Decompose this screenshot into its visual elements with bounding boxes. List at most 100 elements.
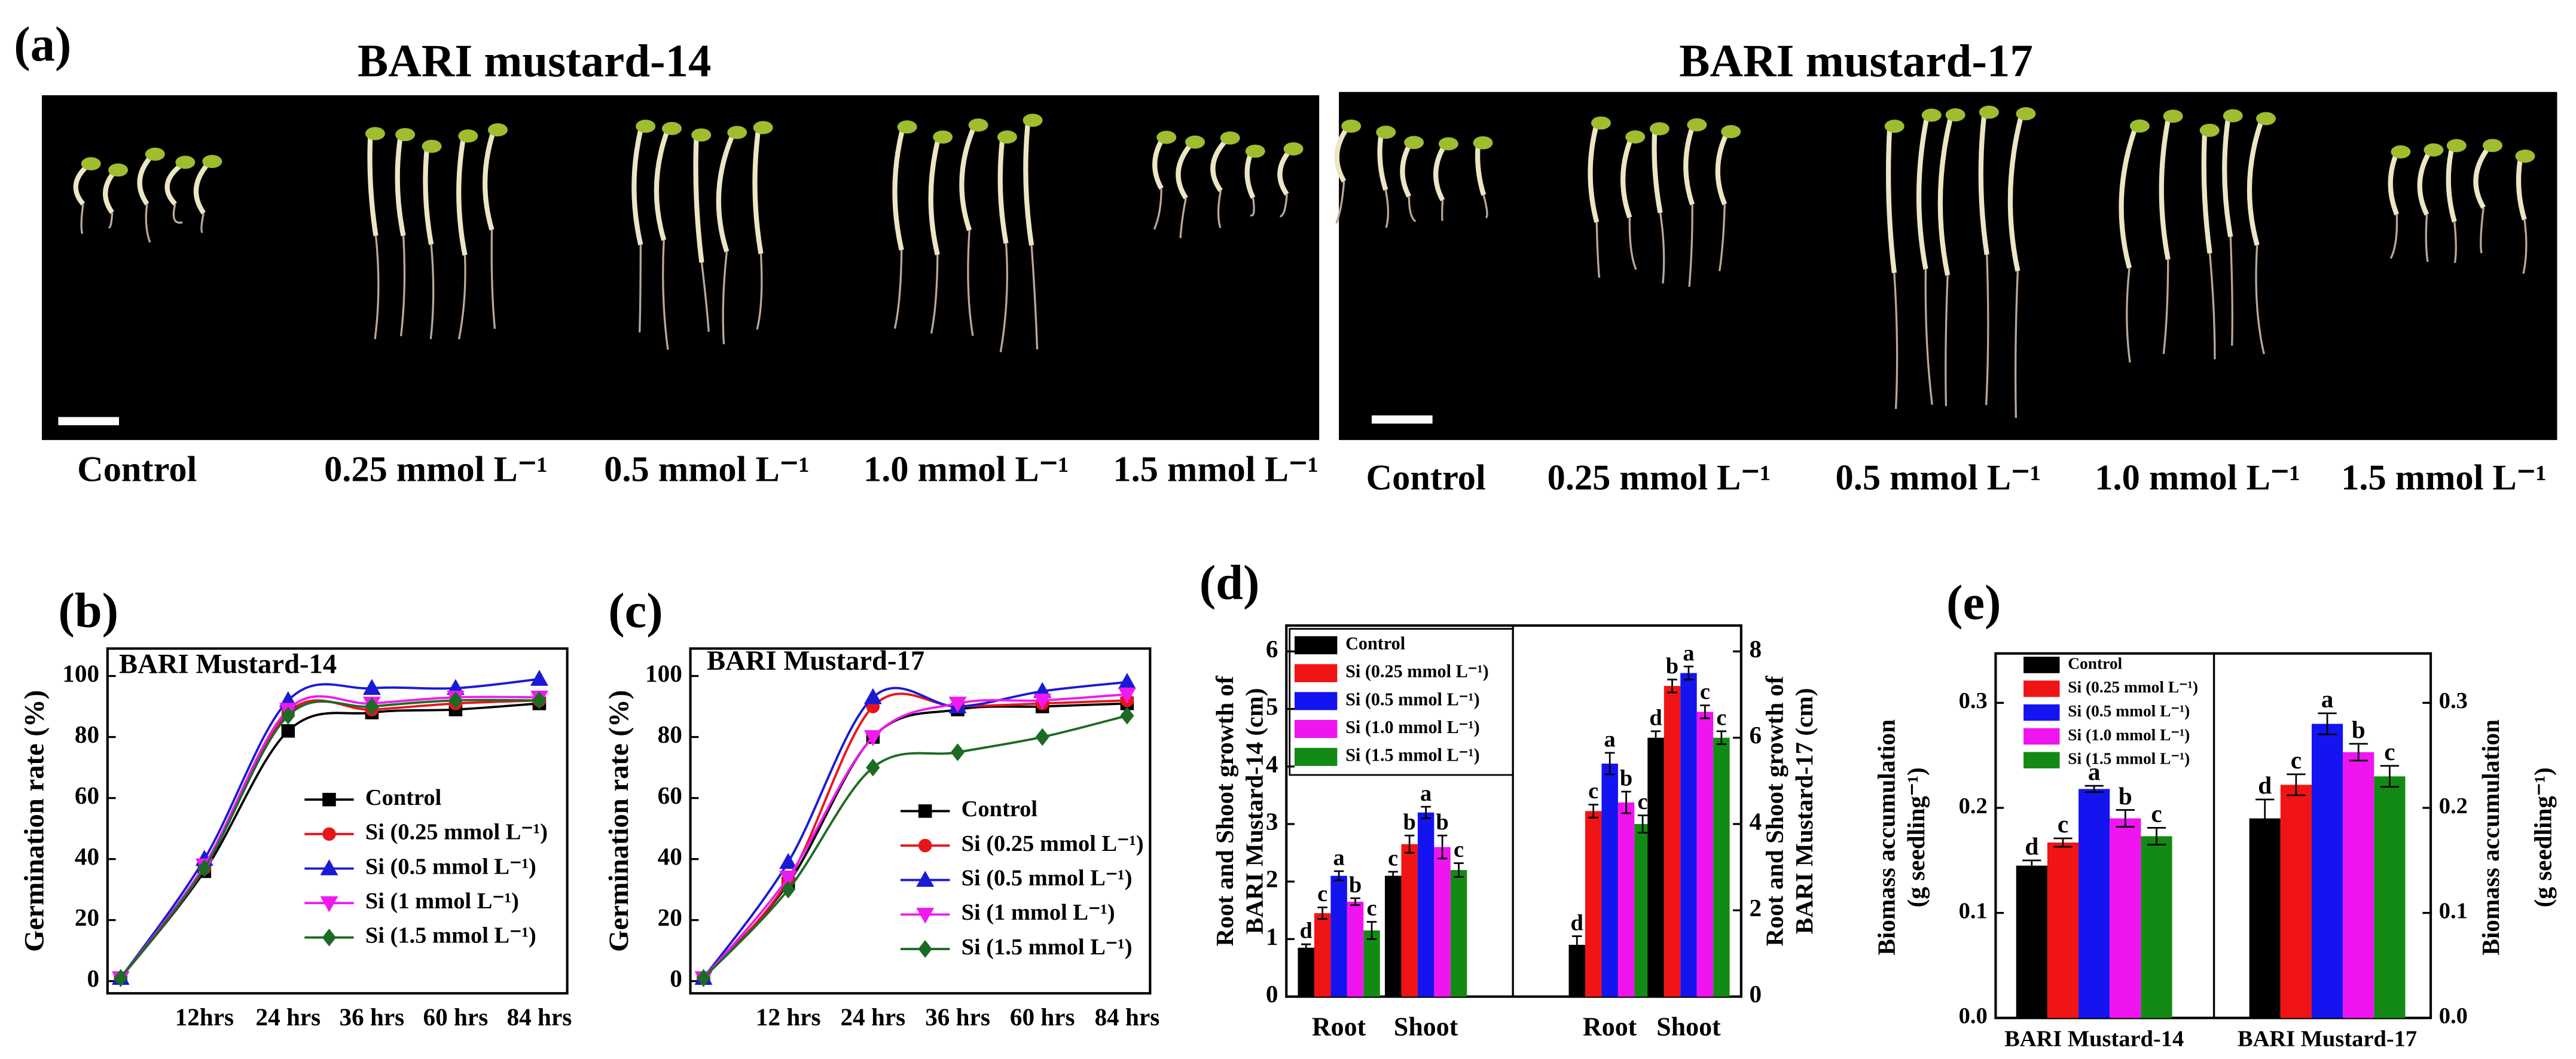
error-bar bbox=[1621, 791, 1631, 814]
seedling-stem bbox=[395, 137, 406, 237]
seedling-leaf bbox=[2446, 139, 2467, 152]
x-tick-label: 12hrs bbox=[175, 1003, 234, 1031]
seedling-leaf bbox=[753, 121, 773, 135]
legend-label: Si (1.5 mmol L⁻¹) bbox=[365, 923, 536, 948]
seedling-leaf bbox=[2515, 149, 2535, 163]
marker bbox=[530, 670, 548, 686]
seedling-stem bbox=[164, 163, 182, 206]
y-tick-label: 2 bbox=[1266, 865, 1278, 893]
treatment-label: 0.25 mmol L⁻¹ bbox=[324, 450, 548, 490]
significance-letter: a bbox=[1333, 846, 1345, 871]
treatment-label: 1.0 mmol L⁻¹ bbox=[863, 450, 1069, 490]
y-tick-label: 80 bbox=[75, 721, 99, 748]
legend-label: Si (1.0 mmol L⁻¹) bbox=[2068, 726, 2190, 744]
seedling-root bbox=[893, 250, 903, 329]
y-tick-label: 8 bbox=[1750, 635, 1762, 663]
seedling-root bbox=[930, 255, 939, 334]
seedling-leaf bbox=[1687, 118, 1707, 132]
y-tick-label: 20 bbox=[658, 904, 682, 931]
seedling-leaf bbox=[145, 147, 165, 161]
seedling-leaf bbox=[458, 129, 478, 143]
legend-swatch bbox=[2023, 752, 2060, 769]
y-tick-label: 3 bbox=[1266, 807, 1278, 835]
bar bbox=[1647, 737, 1664, 997]
marker bbox=[1035, 728, 1049, 746]
legend-swatch bbox=[1294, 747, 1338, 766]
scale-bar bbox=[1372, 415, 1433, 424]
seedling-leaf bbox=[395, 128, 416, 142]
legend-label: Control bbox=[962, 796, 1038, 822]
legend-label: Si (1.5 mmol L⁻¹) bbox=[962, 935, 1133, 960]
x-tick-label: Shoot bbox=[1394, 1012, 1458, 1042]
marker bbox=[696, 969, 711, 987]
significance-letter: c bbox=[2058, 810, 2068, 838]
significance-letter: d bbox=[2025, 832, 2038, 860]
seedling-root bbox=[1384, 190, 1390, 228]
seedling-stem bbox=[456, 139, 468, 256]
seedling-leaf bbox=[202, 155, 222, 168]
bar bbox=[2343, 752, 2374, 1018]
marker bbox=[779, 853, 798, 869]
seedling-leaf bbox=[1979, 105, 1999, 119]
significance-letter: b bbox=[1620, 766, 1632, 791]
seedling-root bbox=[1179, 197, 1187, 239]
seedling-stem bbox=[2388, 154, 2400, 216]
y-axis-label: Biomass accumulation bbox=[1872, 719, 1900, 956]
error-bar bbox=[1437, 834, 1448, 860]
seedling-root bbox=[490, 230, 496, 329]
seedling-root bbox=[1280, 194, 1288, 218]
seedling-stem bbox=[1885, 129, 1897, 273]
legend-label: Si (1 mmol L⁻¹) bbox=[365, 889, 519, 914]
seedling-root bbox=[172, 203, 183, 224]
significance-letter: b bbox=[1436, 810, 1448, 835]
bar bbox=[2311, 724, 2343, 1018]
y-tick-label: 0.3 bbox=[2439, 688, 2468, 713]
marker bbox=[1118, 687, 1136, 704]
seedling-leaf bbox=[691, 128, 712, 142]
seedling-leaf bbox=[108, 163, 129, 177]
seedling-stem bbox=[2417, 152, 2431, 216]
legend-swatch bbox=[2023, 704, 2060, 721]
seedling-stem bbox=[2222, 118, 2233, 237]
bar bbox=[2078, 789, 2110, 1018]
bar bbox=[1713, 737, 1730, 997]
seedling-leaf bbox=[2482, 139, 2502, 152]
legend-box bbox=[1289, 628, 1514, 776]
seedling-stem bbox=[1277, 150, 1291, 196]
seedling-leaf bbox=[933, 130, 953, 144]
seedling-stem bbox=[2446, 148, 2457, 222]
error-bar bbox=[2255, 798, 2275, 838]
seedling-leaf bbox=[968, 118, 988, 132]
error-bar bbox=[1317, 907, 1327, 920]
treatment-label: 1.0 mmol L⁻¹ bbox=[2095, 457, 2300, 498]
seedling-root bbox=[2389, 214, 2398, 259]
seedling-stem bbox=[997, 140, 1009, 244]
error-bar bbox=[2084, 785, 2104, 794]
bar bbox=[1298, 947, 1314, 997]
legend-label: Si (0.25 mmol L⁻¹) bbox=[1345, 661, 1489, 682]
y-axis-label: Germination rate (%) bbox=[19, 690, 50, 952]
y-tick-label: 0.1 bbox=[1959, 899, 1988, 924]
chart-title: BARI Mustard-17 bbox=[707, 645, 924, 676]
seedling-stem bbox=[1210, 139, 1228, 193]
legend-marker bbox=[320, 859, 338, 875]
legend-label: Si (1 mmol L⁻¹) bbox=[962, 900, 1115, 925]
significance-letter: c bbox=[2151, 800, 2162, 828]
error-bar bbox=[1301, 943, 1311, 953]
seedling-leaf bbox=[1649, 122, 1669, 136]
seedling-stem bbox=[654, 131, 670, 241]
y-tick-label: 6 bbox=[1266, 635, 1278, 663]
marker bbox=[448, 691, 463, 710]
error-bar bbox=[1637, 814, 1648, 834]
seedling-stem bbox=[1244, 153, 1256, 199]
significance-letter: d bbox=[1300, 918, 1313, 944]
legend-swatch bbox=[1294, 692, 1338, 710]
x-tick-label: 84 hrs bbox=[507, 1003, 572, 1031]
seedling-root bbox=[2015, 271, 2019, 418]
bar bbox=[2249, 818, 2281, 1018]
seedling-root bbox=[1659, 212, 1665, 284]
seedling-root bbox=[1688, 205, 1693, 287]
seedling-root bbox=[1482, 194, 1488, 219]
seedling-stem bbox=[1652, 132, 1663, 213]
seedling-root bbox=[756, 254, 763, 330]
